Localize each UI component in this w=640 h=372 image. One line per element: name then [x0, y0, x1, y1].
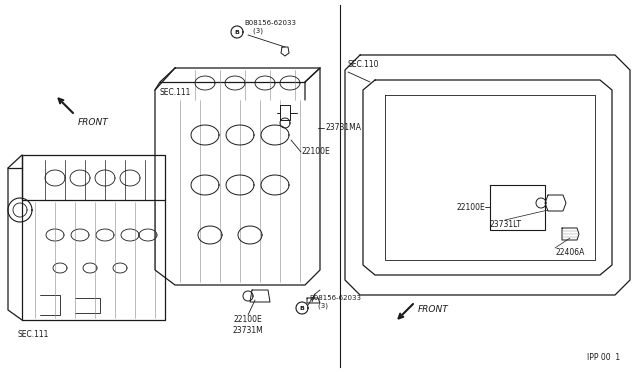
Text: 22100E: 22100E: [234, 315, 262, 324]
Text: FRONT: FRONT: [418, 305, 449, 314]
Text: IPP 00  1: IPP 00 1: [587, 353, 620, 362]
Text: SEC.110: SEC.110: [348, 60, 380, 69]
Text: 23731LT: 23731LT: [490, 220, 522, 229]
Text: 23731MA: 23731MA: [325, 124, 361, 132]
Text: 22100E: 22100E: [456, 202, 485, 212]
Text: B: B: [235, 29, 239, 35]
Text: B08156-62033
    (3): B08156-62033 (3): [309, 295, 361, 309]
Text: 22406A: 22406A: [555, 248, 584, 257]
Text: FRONT: FRONT: [78, 118, 109, 127]
Text: 22100E: 22100E: [302, 148, 331, 157]
Text: SEC.111: SEC.111: [18, 330, 49, 339]
Text: SEC.111: SEC.111: [160, 88, 191, 97]
Text: B08156-62033
    (3): B08156-62033 (3): [244, 20, 296, 34]
Text: 23731M: 23731M: [232, 326, 264, 335]
Text: B: B: [300, 305, 305, 311]
